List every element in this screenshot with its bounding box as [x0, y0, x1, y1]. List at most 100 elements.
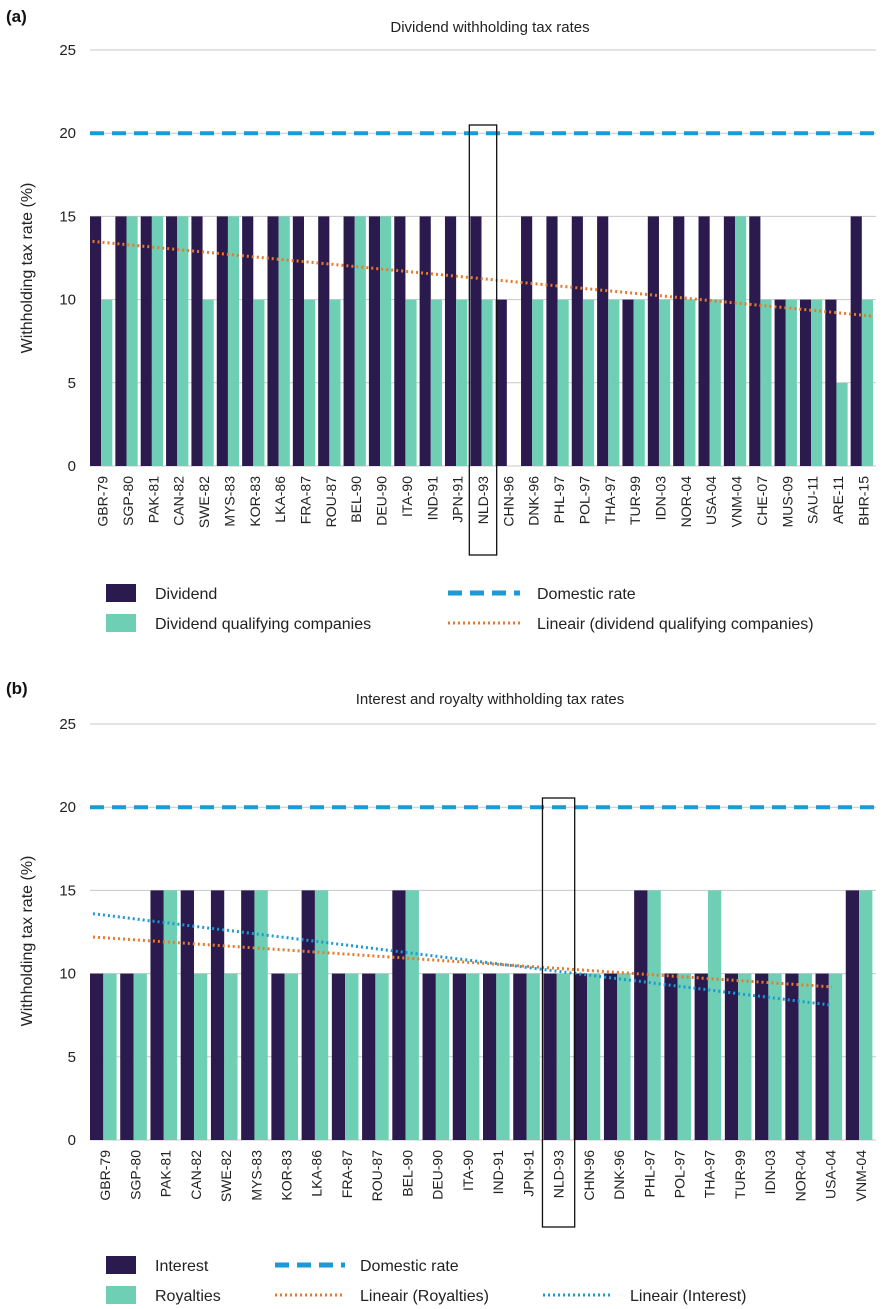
- bar-royalties-dnk-96: [617, 973, 631, 1140]
- bar-royalties-can-82: [193, 973, 208, 1140]
- bar-royalties-vnm-04: [859, 890, 873, 1140]
- line-lineair-interest-: [92, 912, 833, 1007]
- bar-dividend-qualifying-companies-vnm-04: [735, 216, 747, 466]
- y-tick-label: 15: [59, 882, 76, 899]
- bar-dividend-qualifying-companies-tha-97: [608, 299, 620, 466]
- bar-dividend-ita-90: [394, 216, 406, 466]
- legend-swatch-dividend: [106, 584, 136, 602]
- category-label-tha-97: THA-97: [702, 1150, 718, 1198]
- bar-dividend-usa-04: [698, 216, 710, 466]
- bar-interest-tha-97: [694, 973, 708, 1140]
- bar-dividend-qualifying-companies-can-82: [177, 216, 189, 466]
- bar-interest-jpn-91: [513, 973, 527, 1140]
- bar-dividend-qualifying-companies-ita-90: [405, 299, 417, 466]
- category-label-sgp-80: SGP-80: [127, 1150, 143, 1200]
- bar-interest-gbr-79: [90, 973, 104, 1140]
- bar-royalties-jpn-91: [526, 973, 540, 1140]
- bar-interest-ind-91: [483, 973, 497, 1140]
- category-label-idn-03: IDN-03: [652, 476, 668, 521]
- category-label-ind-91: IND-91: [490, 1150, 506, 1195]
- bar-royalties-chn-96: [586, 973, 601, 1140]
- bar-dividend-qualifying-companies-nor-04: [684, 299, 696, 466]
- bar-royalties-tha-97: [707, 890, 722, 1140]
- category-label-lka-86: LKA-86: [309, 1150, 325, 1197]
- bar-dividend-swe-82: [191, 216, 203, 466]
- bar-interest-can-82: [180, 890, 194, 1140]
- category-label-can-82: CAN-82: [171, 476, 187, 526]
- bar-dividend-qualifying-companies-mys-83: [227, 216, 240, 466]
- category-label-idn-03: IDN-03: [762, 1150, 778, 1195]
- category-label-are-11: ARE-11: [830, 476, 846, 524]
- bar-royalties-pak-81: [163, 890, 178, 1140]
- bar-interest-dnk-96: [603, 973, 618, 1140]
- y-tick-label: 15: [59, 208, 76, 225]
- panel-b-interest-royalty-chart: (b) Interest and royalty withholding tax…: [6, 679, 876, 1305]
- bar-royalties-ind-91: [496, 973, 510, 1140]
- category-label-usa-04: USA-04: [703, 476, 719, 525]
- panel-a-lines: [90, 131, 876, 318]
- legend-lineair-dividend-qualifying: Lineair (dividend qualifying companies): [537, 616, 814, 633]
- category-label-chn-96: CHN-96: [500, 476, 516, 527]
- category-label-swe-82: SWE-82: [196, 476, 212, 528]
- bar-dividend-qualifying-companies-ind-91: [430, 299, 442, 466]
- category-label-tha-97: THA-97: [602, 476, 618, 524]
- panel-a-title: Dividend withholding tax rates: [390, 19, 589, 36]
- bar-interest-bel-90: [392, 890, 406, 1140]
- bar-dividend-nor-04: [673, 216, 685, 466]
- y-tick-label: 0: [68, 458, 76, 475]
- bar-dividend-sgp-80: [115, 216, 127, 466]
- bar-interest-nld-93: [543, 973, 557, 1140]
- panel-b-category-labels: GBR-79 SGP-80 PAK-81 CAN-82 SWE-82 MYS-83 KOR-…: [97, 1150, 869, 1202]
- category-label-phl-97: PHL-97: [551, 476, 567, 524]
- y-tick-label: 25: [59, 716, 76, 733]
- bar-royalties-deu-90: [435, 973, 450, 1140]
- category-label-che-07: CHE-07: [754, 476, 770, 526]
- category-label-bel-90: BEL-90: [399, 1150, 415, 1197]
- category-label-dnk-96: DNK-96: [526, 476, 542, 526]
- bar-dividend-che-07: [749, 216, 761, 466]
- legend-lineair-royalties: Lineair (Royalties): [360, 1288, 489, 1305]
- bar-interest-swe-82: [210, 890, 225, 1140]
- category-label-deu-90: DEU-90: [430, 1150, 446, 1200]
- bar-dividend-qualifying-companies-sgp-80: [126, 216, 138, 466]
- panel-a-highlight: [468, 124, 498, 556]
- category-label-tur-99: TUR-99: [732, 1150, 748, 1199]
- y-tick-label: 20: [59, 799, 76, 816]
- bar-interest-idn-03: [755, 973, 769, 1140]
- bar-dividend-vnm-04: [723, 216, 736, 466]
- bar-royalties-tur-99: [738, 973, 752, 1140]
- bar-royalties-nor-04: [798, 973, 812, 1140]
- panel-a-dividend-chart: (a) Dividend withholding tax rates Withh…: [6, 7, 876, 633]
- bar-dividend-can-82: [166, 216, 178, 466]
- category-label-tur-99: TUR-99: [627, 476, 643, 525]
- category-label-lka-86: LKA-86: [272, 476, 288, 523]
- bar-dividend-bel-90: [343, 216, 355, 466]
- category-label-sgp-80: SGP-80: [120, 476, 136, 526]
- bar-dividend-qualifying-companies-are-11: [836, 382, 848, 466]
- legend-swatch-royalties: [106, 1286, 136, 1304]
- bar-royalties-lka-86: [314, 890, 329, 1140]
- category-label-fra-87: FRA-87: [298, 476, 314, 524]
- panel-a-category-labels: GBR-79 SGP-80 PAK-81 CAN-82 SWE-82 MYS-83 KOR-…: [95, 476, 872, 528]
- bar-dividend-qualifying-companies-bhr-15: [861, 299, 873, 466]
- bar-interest-fra-87: [331, 973, 346, 1140]
- category-label-mys-83: MYS-83: [221, 476, 237, 527]
- category-label-rou-87: ROU-87: [323, 476, 339, 528]
- category-label-fra-87: FRA-87: [339, 1150, 355, 1198]
- bar-royalties-ita-90: [466, 973, 480, 1140]
- bar-dividend-qualifying-companies-rou-87: [329, 299, 341, 466]
- bar-dividend-qualifying-companies-sau-11: [811, 299, 823, 466]
- bar-dividend-pak-81: [140, 216, 152, 466]
- legend-interest: Interest: [155, 1258, 209, 1275]
- bar-dividend-qualifying-companies-tur-99: [633, 299, 645, 466]
- bar-royalties-kor-83: [284, 973, 298, 1140]
- bar-dividend-bhr-15: [850, 216, 862, 466]
- bar-dividend-qualifying-companies-bel-90: [354, 216, 366, 466]
- bar-royalties-bel-90: [405, 890, 419, 1140]
- bar-royalties-rou-87: [375, 973, 389, 1140]
- panel-a-y-tick-labels: 0 5 10 15 20 25: [59, 42, 76, 475]
- category-label-nor-04: NOR-04: [678, 476, 694, 528]
- bar-dividend-qualifying-companies-pol-97: [582, 299, 595, 466]
- panel-b-label: (b): [6, 679, 28, 698]
- bar-dividend-jpn-91: [444, 216, 457, 466]
